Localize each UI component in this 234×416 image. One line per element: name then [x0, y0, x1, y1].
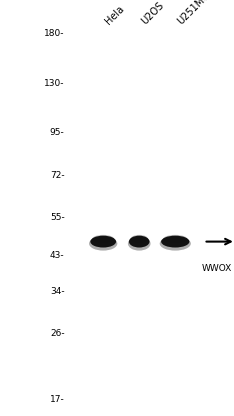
Text: 43-: 43-	[50, 251, 65, 260]
Ellipse shape	[128, 237, 150, 250]
Text: U251MG: U251MG	[175, 0, 212, 26]
Ellipse shape	[161, 236, 190, 248]
Ellipse shape	[160, 237, 191, 250]
Text: WWOX: WWOX	[201, 264, 232, 272]
Text: 26-: 26-	[50, 329, 65, 338]
Text: U2OS: U2OS	[139, 0, 165, 26]
Text: 130-: 130-	[44, 79, 65, 88]
Ellipse shape	[92, 235, 114, 243]
Ellipse shape	[129, 236, 150, 248]
Text: 55-: 55-	[50, 213, 65, 222]
Text: 17-: 17-	[50, 395, 65, 404]
Ellipse shape	[90, 236, 116, 248]
Text: 34-: 34-	[50, 287, 65, 296]
Ellipse shape	[89, 237, 117, 250]
Ellipse shape	[131, 235, 148, 243]
Ellipse shape	[163, 235, 187, 243]
Text: 95-: 95-	[50, 128, 65, 137]
Text: 72-: 72-	[50, 171, 65, 180]
Text: 180-: 180-	[44, 29, 65, 38]
Text: Hela: Hela	[103, 3, 126, 26]
